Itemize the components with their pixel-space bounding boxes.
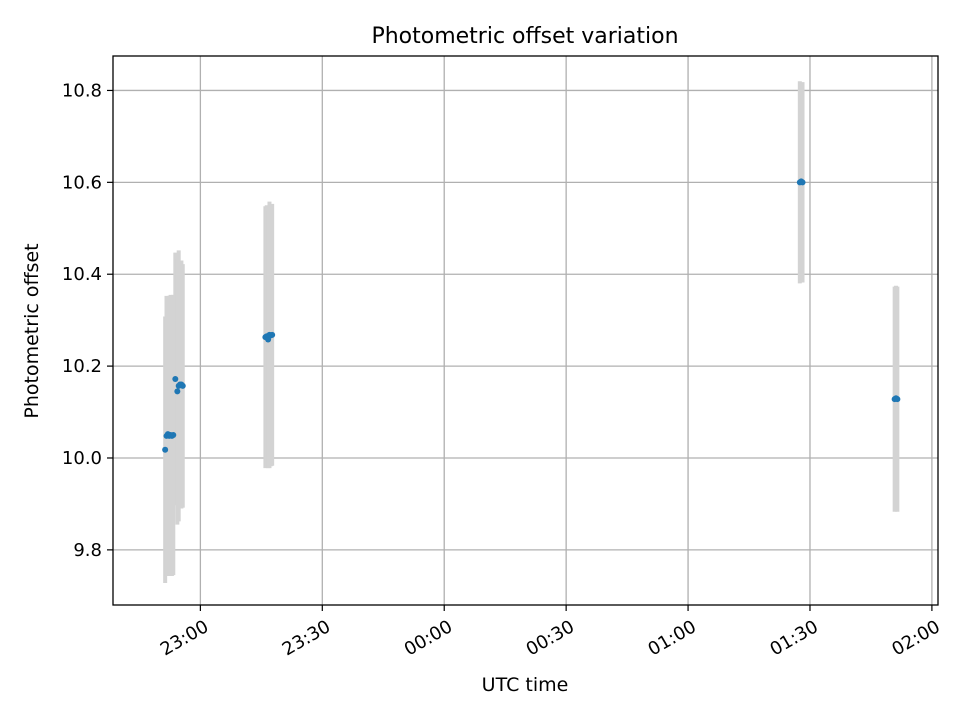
y-axis-label: Photometric offset bbox=[21, 243, 43, 418]
data-point bbox=[170, 432, 177, 439]
y-tick-label: 10.4 bbox=[62, 264, 102, 285]
data-point bbox=[172, 375, 179, 382]
data-points bbox=[162, 178, 901, 453]
data-point bbox=[799, 179, 806, 186]
data-point bbox=[162, 446, 169, 453]
y-tick-label: 10.8 bbox=[62, 80, 102, 101]
x-axis-label: UTC time bbox=[482, 674, 569, 696]
y-tick-label: 10.6 bbox=[62, 172, 102, 193]
data-point bbox=[894, 396, 901, 403]
chart-title: Photometric offset variation bbox=[371, 24, 678, 49]
plot-frame bbox=[112, 55, 939, 606]
data-point bbox=[269, 331, 276, 338]
y-tick-label: 9.8 bbox=[73, 540, 102, 561]
y-tick-label: 10.2 bbox=[62, 356, 102, 377]
data-point bbox=[174, 388, 181, 395]
y-tick-label: 10.0 bbox=[62, 448, 102, 469]
data-point bbox=[179, 382, 186, 389]
y-axis-ticks: 9.8 10.0 10.2 10.4 10.6 10.8 bbox=[62, 80, 113, 561]
